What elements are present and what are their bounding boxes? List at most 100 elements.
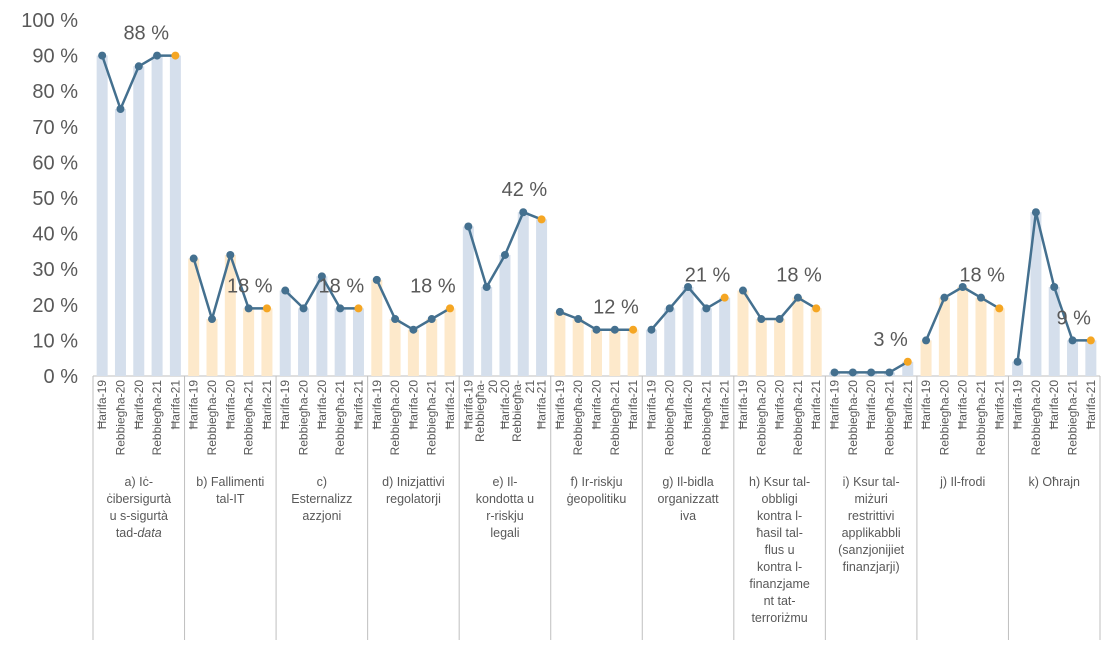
y-tick-label: 0 %: [44, 366, 79, 388]
group-f: 12 % Ħarifa-19 Rebbiegħa-20 Ħarifa-20 Rebbie…: [553, 297, 640, 506]
bar: [572, 319, 584, 376]
data-label: 9 %: [1056, 307, 1091, 329]
group-label-line: terroriżmu: [751, 611, 807, 625]
data-point: [1068, 336, 1077, 345]
x-tick-label: Rebbiegħa-21: [1066, 380, 1080, 456]
data-point: [409, 325, 418, 334]
bar: [627, 329, 639, 376]
bar: [243, 308, 255, 376]
y-tick-label: 40 %: [32, 224, 78, 246]
data-point: [226, 250, 235, 259]
data-label: 12 %: [593, 297, 639, 319]
y-tick-label: 70 %: [32, 117, 78, 139]
group-d: 18 % Ħarifa-19 Rebbiegħa-20 Ħarifa-20 Rebbie…: [370, 275, 457, 506]
x-tick-label: Ħarifa-21: [260, 380, 274, 430]
x-tick-label: Rebbiegħa-20: [846, 380, 860, 456]
group-label-line: b) Fallimenti: [196, 475, 264, 489]
bar: [188, 258, 200, 376]
latest-point: [720, 293, 729, 302]
data-point: [391, 315, 400, 324]
group-label-line: iva: [680, 509, 696, 523]
data-point: [885, 368, 894, 377]
data-point: [299, 304, 308, 313]
group-label-line: nt tat-: [764, 594, 796, 608]
x-tick-label: Rebbiegħa-21: [699, 380, 713, 456]
x-tick-label: Ħarifa-19: [644, 380, 658, 430]
data-point: [574, 315, 583, 324]
group-h: 18 % Ħarifa-19 Rebbiegħa-20 Ħarifa-20 Rebbie…: [736, 265, 823, 625]
data-label: 42 %: [502, 179, 548, 201]
x-tick-label: Ħarifa-19: [461, 380, 475, 430]
latest-point: [171, 51, 180, 60]
bar: [462, 226, 474, 376]
group-label-line: g) Il-bidla: [662, 475, 713, 489]
bar: [279, 290, 291, 376]
group-label-line: kontra l-: [757, 560, 802, 574]
bar: [810, 308, 822, 376]
group-label-line: kontra l-: [757, 509, 802, 523]
bar: [975, 297, 987, 376]
x-tick-label: Ħarifa-19: [736, 380, 750, 430]
group-label-line: obbligi: [762, 492, 798, 506]
x-tick-label: Ħarifa-20: [956, 380, 970, 430]
x-tick-label: Rebbiegħa-20: [114, 380, 128, 456]
x-tick-label: Rebbiegħa-21: [333, 380, 347, 456]
latest-point: [629, 325, 638, 334]
group-label-line: d) Inizjattivi: [382, 475, 445, 489]
data-point: [189, 254, 198, 263]
group-label-line: finanzjame: [749, 577, 809, 591]
x-tick-label: Ħarifa-21: [1084, 380, 1098, 430]
data-point: [482, 283, 491, 291]
data-point: [116, 105, 125, 113]
data-point: [940, 293, 949, 302]
x-tick-label: Rebbiegħa-21: [791, 380, 805, 456]
x-tick-label: Rebbiegħa-20: [571, 380, 585, 456]
group-i: 3 % Ħarifa-19 Rebbiegħa-20 Ħarifa-20 Rebbieg…: [828, 329, 915, 574]
bar: [755, 319, 767, 376]
x-tick-label: Ħarifa-19: [278, 380, 292, 430]
bar: [444, 308, 456, 376]
bar: [298, 308, 310, 376]
group-label-line: applikabbli: [842, 526, 901, 540]
latest-point: [903, 357, 912, 366]
x-tick-label: Ħarifa-20: [132, 380, 146, 430]
data-point: [500, 250, 509, 259]
data-point: [1031, 208, 1040, 217]
group-label-line: f) Ir-riskju: [570, 475, 622, 489]
x-tick-label: Ħarifa-20: [223, 380, 237, 430]
x-tick-label: Ħarifa-21: [535, 380, 549, 430]
bar: [481, 287, 493, 376]
data-point: [793, 293, 802, 302]
data-point: [958, 283, 967, 291]
x-tick-label: Ħarifa-20: [864, 380, 878, 430]
bar: [206, 319, 218, 376]
x-tick-label-line: Rebbiegħa-: [510, 380, 524, 442]
bar: [737, 290, 749, 376]
x-tick-label: Ħarifa-20: [1047, 380, 1061, 430]
y-tick-label: 10 %: [32, 330, 78, 352]
data-point: [153, 51, 162, 60]
latest-point: [995, 304, 1004, 313]
y-tick-label: 90 %: [32, 46, 78, 68]
y-tick-label: 50 %: [32, 188, 78, 210]
bar: [261, 308, 273, 376]
bar: [902, 361, 914, 376]
group-label-line: flus u: [765, 543, 795, 557]
group-label-line: h) Ksur tal-: [749, 475, 810, 489]
data-point: [665, 304, 674, 313]
group-label-line: ġeopolitiku: [567, 492, 627, 506]
x-tick-label: Rebbiegħa-21: [425, 380, 439, 456]
x-tick-label: Ħarifa-21: [809, 380, 823, 430]
bar: [993, 308, 1005, 376]
bar: [1012, 361, 1024, 376]
x-tick-label: Rebbiegħa-21: [150, 380, 164, 456]
x-tick-label: Rebbiegħa-21: [242, 380, 256, 456]
bar: [774, 319, 786, 376]
data-point: [372, 275, 381, 284]
latest-point: [1086, 336, 1095, 345]
y-tick-label: 60 %: [32, 152, 78, 174]
x-tick-label: Rebbiegħa-20: [297, 380, 311, 456]
data-point: [592, 325, 601, 334]
x-tick-label: Ħarifa-21: [443, 380, 457, 430]
